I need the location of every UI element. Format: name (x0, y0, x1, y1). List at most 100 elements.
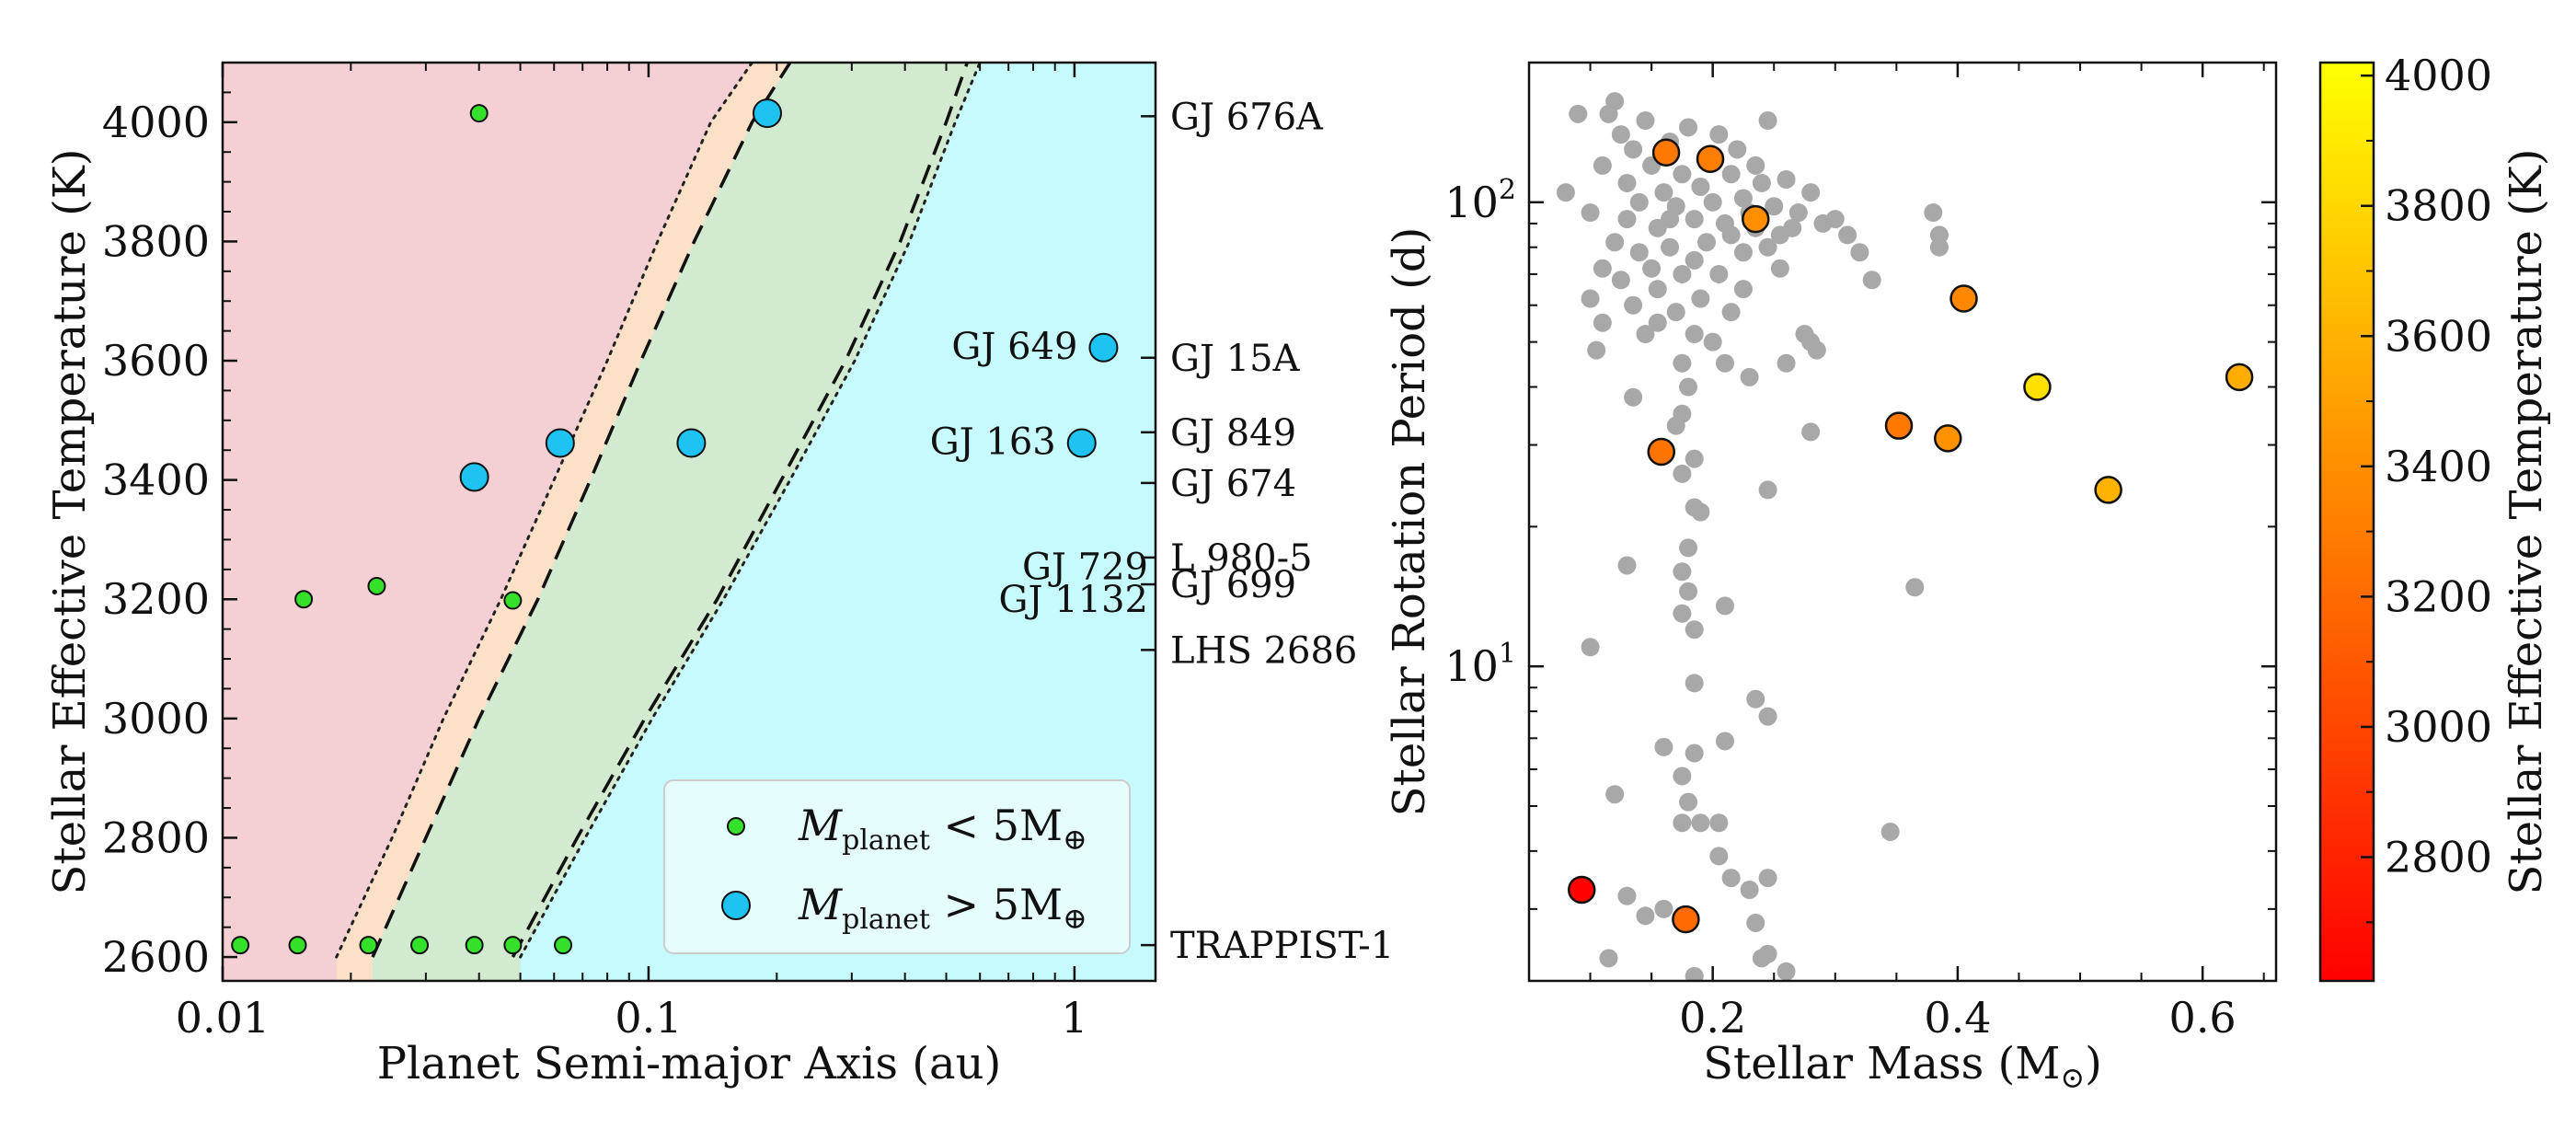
habitable-zone-regions (223, 63, 1156, 981)
field-star-point (1648, 280, 1667, 299)
legend-marker-small (727, 817, 745, 836)
field-star-point (1746, 913, 1765, 932)
legend-marker-large (721, 891, 751, 920)
large-planet-point (752, 98, 782, 129)
legend-entry-small: Mplanet < 5M⊕ (798, 801, 1087, 857)
field-star-point (1685, 449, 1704, 468)
colorbar-gradient (2318, 61, 2375, 983)
planet-host-star-point (1647, 437, 1676, 467)
small-planet-point (359, 936, 378, 955)
field-star-point (1850, 243, 1869, 262)
field-star-point (1642, 259, 1662, 278)
field-star-point (1770, 259, 1789, 278)
x-tick-label: 0.4 (1924, 993, 1991, 1043)
field-star-point (1556, 183, 1575, 202)
field-star-point (1636, 906, 1655, 926)
left-legend: Mplanet < 5M⊕ Mplanet > 5M⊕ (663, 779, 1131, 954)
x-tick-label: 0.6 (2169, 993, 2237, 1043)
field-star-point (1673, 353, 1692, 373)
x-tick-label: 0.2 (1679, 993, 1746, 1043)
star-name-label: L 980-5 (1170, 537, 1313, 580)
large-planet-point (676, 428, 707, 458)
colorbar-ticks: 2800 3000 3200 3400 3600 3800 4000 (2361, 51, 2492, 924)
right-plot-frame (1527, 61, 2278, 983)
field-star-point (1697, 233, 1717, 252)
field-star-point (1709, 847, 1729, 866)
star-name-label: GJ 15A (1170, 338, 1301, 380)
star-name-label: GJ 676A (1170, 96, 1324, 138)
star-name-label: GJ 849 (1170, 412, 1296, 455)
field-star-point (1661, 237, 1680, 257)
field-star-point (1758, 944, 1777, 963)
left-axis-ticks: 0.01 0.1 1 2600 2800 3000 3200 3400 3600 3800 4000 (102, 62, 1088, 1043)
y-tick-label: 3400 (102, 455, 210, 505)
small-planet-point (554, 936, 573, 955)
planet-host-star-point (1672, 905, 1700, 934)
star-name-label: TRAPPIST-1 (1170, 925, 1394, 967)
field-star-point (1624, 140, 1643, 159)
field-star-point (1740, 367, 1759, 386)
field-star-point (1617, 556, 1637, 575)
field-star-point (1880, 822, 1900, 841)
field-star-point (1758, 480, 1777, 500)
field-star-point (1605, 233, 1625, 252)
left-plot-frame (221, 61, 1157, 983)
planet-host-star-point (1651, 138, 1681, 167)
field-star-point (1862, 271, 1881, 290)
star-points (1556, 92, 2254, 981)
field-star-point (1752, 173, 1771, 192)
field-star-point (1758, 111, 1777, 131)
inner-dotted-boundary (335, 63, 753, 959)
field-star-point (1611, 125, 1630, 144)
field-star-point (1673, 562, 1692, 582)
colorbar-tick-label: 3600 (2385, 311, 2492, 361)
outer-dashed-boundary (511, 63, 969, 958)
field-star-point (1715, 353, 1734, 373)
small-planet-point (469, 104, 489, 123)
field-star-point (1905, 578, 1925, 597)
planet-host-star-point (2225, 363, 2254, 392)
planet-host-star-point (1949, 284, 1978, 313)
field-star-point (1654, 183, 1673, 202)
field-star-point (1624, 387, 1643, 407)
field-star-point (1581, 638, 1600, 657)
y-tick-label: 2600 (102, 932, 210, 982)
y-tick-label: 2800 (102, 813, 210, 862)
small-planet-point (410, 936, 430, 955)
field-star-point (1648, 313, 1667, 332)
small-planet-point (503, 591, 523, 610)
left-y-axis-label: Stellar Effective Temperature (K) (44, 149, 96, 895)
small-planet-point (465, 936, 484, 955)
field-star-point (1679, 792, 1698, 812)
y-tick-label: 3000 (102, 694, 210, 743)
field-star-point (1733, 189, 1753, 208)
field-star-point (1733, 280, 1753, 299)
field-star-point (1746, 156, 1765, 175)
field-star-point (1605, 785, 1625, 804)
star-name-label: GJ 1132 (999, 579, 1149, 621)
field-star-point (1673, 165, 1692, 184)
field-star-point (1673, 604, 1692, 623)
field-star-point (1728, 140, 1747, 159)
legend-box (663, 779, 1131, 954)
large-planet-point (545, 428, 575, 458)
y-tick-label: 3200 (102, 574, 210, 624)
large-planet-point (1066, 428, 1097, 458)
field-star-point (1691, 289, 1710, 308)
field-star-point (1593, 259, 1612, 278)
small-planet-point (503, 936, 523, 955)
star-name-label: GJ 699 (1170, 564, 1296, 606)
field-star-point (1636, 111, 1655, 131)
small-planet-point (367, 576, 386, 595)
field-star-point (1721, 165, 1741, 184)
planet-host-star-point (1934, 424, 1962, 453)
field-star-point (1740, 881, 1759, 900)
star-name-label: LHS 2686 (1170, 629, 1357, 672)
right-y-axis-label: Stellar Rotation Period (d) (1384, 227, 1435, 817)
field-star-point (1581, 289, 1600, 308)
field-star-point (1807, 340, 1826, 360)
field-star-point (1685, 210, 1704, 229)
field-star-point (1703, 332, 1722, 352)
field-star-point (1679, 377, 1698, 397)
colorbar-tick-label: 3800 (2385, 181, 2492, 231)
